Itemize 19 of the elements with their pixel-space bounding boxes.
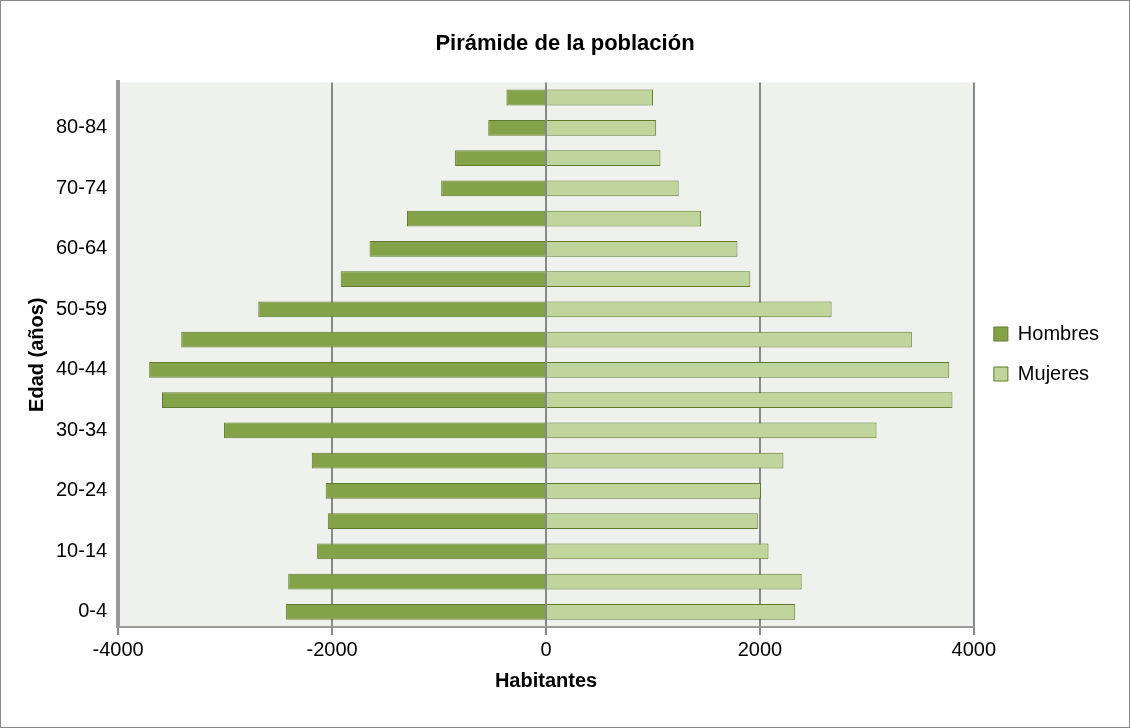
y-axis-title: Edad (años) — [24, 297, 47, 412]
x-axis-title: Habitantes — [494, 668, 598, 691]
x-tick-label: 0 — [540, 637, 552, 660]
x-tick-label: -2000 — [306, 637, 358, 660]
y-tick-label: 60-64 — [56, 236, 108, 259]
y-tick-label: 20-24 — [56, 478, 108, 501]
chart-title: Pirámide de la población — [435, 30, 695, 56]
legend-label: Mujeres — [1017, 361, 1090, 384]
legend-label: Hombres — [1017, 321, 1100, 344]
y-tick-label: 80-84 — [56, 115, 108, 138]
y-tick-label: 40-44 — [56, 357, 108, 380]
y-tick-label: 10-14 — [56, 538, 108, 561]
y-tick-label: 50-59 — [56, 296, 108, 319]
y-tick-label: 0-4 — [78, 599, 108, 622]
x-tick-label: 2000 — [737, 637, 783, 660]
y-tick-label: 30-34 — [56, 417, 108, 440]
y-tick-label: 70-74 — [56, 175, 108, 198]
x-tick-label: -4000 — [92, 637, 144, 660]
x-tick-label: 4000 — [951, 637, 997, 660]
